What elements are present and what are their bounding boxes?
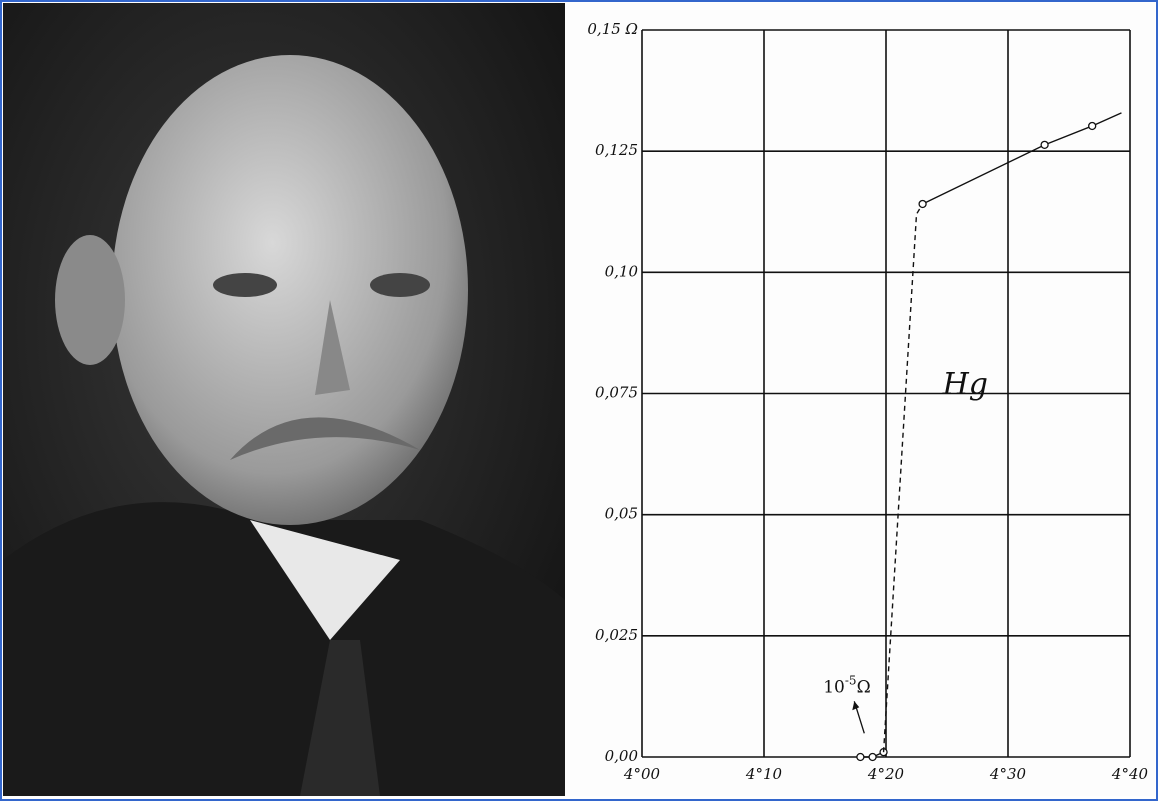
y-tick-label: 0,00 (605, 747, 639, 765)
data-point (919, 200, 926, 207)
portrait-photo (3, 3, 565, 796)
y-tick-label: 0,075 (595, 384, 638, 402)
y-tick-label: 0,15 Ω (587, 20, 638, 38)
data-point (1089, 122, 1096, 129)
x-tick-label: 4°20 (867, 765, 905, 783)
canvas: 0,00 0,025 0,05 0,075 0,10 0,125 0,15 Ω 4°00 4°1… (0, 0, 1158, 801)
annotation-exponent: -5 (845, 673, 857, 687)
y-tick-label: 0,05 (605, 505, 638, 523)
annotation-unit: Ω (857, 677, 871, 697)
y-tick-label: 0,025 (595, 626, 638, 644)
x-tick-label: 4°40 (1111, 765, 1149, 783)
x-tick-label: 4°30 (989, 765, 1027, 783)
curve-label: Hg (942, 367, 988, 402)
y-tick-label: 0,125 (595, 141, 638, 159)
data-point (869, 754, 876, 761)
y-tick-label: 0,10 (605, 262, 639, 280)
annotation-base: 10 (823, 677, 845, 697)
x-tick-label: 4°10 (745, 765, 783, 783)
data-point (857, 754, 864, 761)
data-point (1041, 141, 1048, 148)
screenshot: 0,00 0,025 0,05 0,075 0,10 0,125 0,15 Ω 4°00 4°1… (0, 0, 1158, 801)
x-tick-label: 4°00 (623, 765, 661, 783)
